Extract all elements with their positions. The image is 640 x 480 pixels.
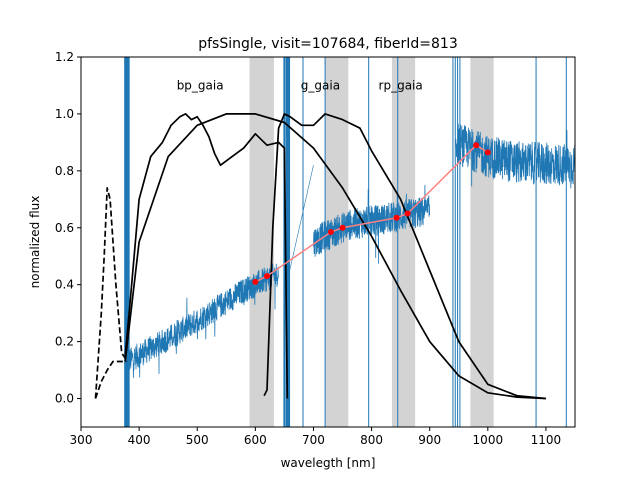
x-tick-label: 800: [360, 433, 383, 447]
x-tick-label: 700: [302, 433, 325, 447]
y-tick-label: 0.0: [55, 392, 74, 406]
x-tick-label: 600: [244, 433, 267, 447]
spectrum-gap-line: [288, 165, 314, 274]
photometry-point-5: [404, 210, 411, 217]
spectrum-segment-2: [455, 123, 575, 189]
y-tick-label: 0.6: [55, 221, 74, 235]
photometry-point-7: [484, 149, 491, 156]
x-tick-label: 300: [70, 433, 93, 447]
y-tick-label: 0.8: [55, 164, 74, 178]
x-tick-label: 500: [186, 433, 209, 447]
y-ticks: 0.0 0.2 0.4 0.6 0.8 1.0 1.2: [55, 50, 81, 406]
spectrum-segment-0: [127, 263, 279, 378]
y-tick-label: 0.2: [55, 335, 74, 349]
x-ticks: 300 400 500 600 700 800 900 1000 1100: [70, 427, 562, 447]
x-tick-label: 1000: [473, 433, 504, 447]
x-tick-label: 400: [128, 433, 151, 447]
band-label-2: rp_gaia: [379, 78, 423, 92]
bp_gaia_response-curve: [124, 113, 289, 399]
g_gaia_response-curve: [124, 113, 546, 400]
band-label-1: g_gaia: [301, 78, 340, 92]
shaded-band-2: [391, 57, 416, 427]
plot-area: [94, 57, 575, 427]
shaded-band-0: [249, 57, 274, 427]
y-tick-label: 1.2: [55, 50, 74, 64]
uv_response-curve: [94, 187, 129, 399]
band-label-0: bp_gaia: [177, 78, 224, 92]
photometry-point-2: [327, 229, 334, 236]
chart-title: pfsSingle, visit=107684, fiberId=813: [198, 36, 458, 52]
photometry-point-6: [473, 142, 480, 149]
photometry-line: [255, 144, 489, 283]
photometry-point-4: [393, 214, 400, 221]
x-tick-label: 900: [418, 433, 441, 447]
uv_response_low-curve: [94, 360, 127, 399]
band-labels: bp_gaia g_gaia rp_gaia: [177, 78, 423, 92]
axes-frame: [80, 56, 576, 428]
photometry-point-3: [339, 224, 346, 231]
y-tick-label: 0.4: [55, 278, 74, 292]
photometry-point-1: [263, 273, 270, 280]
x-axis-label: wavelegth [nm]: [281, 456, 376, 470]
rp_gaia_response-curve: [263, 113, 546, 400]
y-axis-label: normalized flux: [28, 196, 42, 289]
y-tick-label: 1.0: [55, 107, 74, 121]
spectrum-segment-1: [313, 184, 430, 264]
shaded-band-3: [470, 57, 494, 427]
photometry-point-0: [252, 278, 259, 285]
x-tick-label: 1100: [531, 433, 562, 447]
